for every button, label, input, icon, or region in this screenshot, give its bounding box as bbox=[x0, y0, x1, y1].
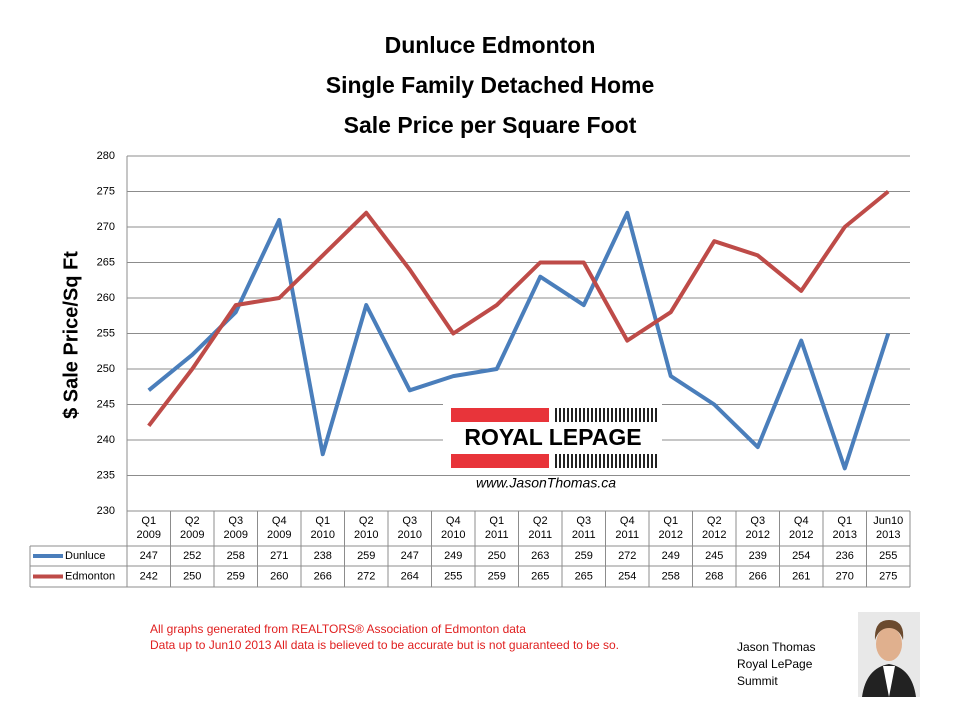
note: Data up to Jun10 2013 All data is believ… bbox=[150, 638, 619, 652]
chart-title: Sale Price per Square Foot bbox=[344, 112, 637, 138]
y-tick-label: 230 bbox=[97, 505, 115, 517]
x-tick-label: Jun10 2013 bbox=[873, 515, 903, 541]
table-cell: 272 bbox=[357, 570, 375, 582]
x-tick-label: Q2 2009 bbox=[180, 515, 204, 541]
y-tick-label: 275 bbox=[97, 185, 115, 197]
table-cell: 266 bbox=[749, 570, 767, 582]
x-tick-label: Q3 2011 bbox=[572, 515, 596, 541]
table-cell: 270 bbox=[836, 570, 854, 582]
table-cell: 239 bbox=[749, 550, 767, 562]
x-tick-label: Q2 2011 bbox=[528, 515, 552, 541]
y-tick-label: 245 bbox=[97, 398, 115, 410]
x-tick-label: Q1 2013 bbox=[833, 515, 857, 541]
table-cell: 252 bbox=[183, 550, 201, 562]
table-cell: 250 bbox=[183, 570, 201, 582]
photo-shirt bbox=[883, 666, 895, 697]
author: Jason Thomas bbox=[737, 640, 816, 654]
table-cell: 249 bbox=[444, 550, 462, 562]
logo-bar bbox=[451, 408, 549, 422]
chart-title: Single Family Detached Home bbox=[326, 72, 654, 98]
logo-bar bbox=[451, 454, 549, 468]
x-tick-label: Q4 2012 bbox=[789, 515, 813, 541]
y-tick-label: 270 bbox=[97, 221, 115, 233]
logo-url: www.JasonThomas.ca bbox=[476, 475, 616, 491]
x-tick-label: Q1 2011 bbox=[485, 515, 509, 541]
y-tick-label: 255 bbox=[97, 327, 115, 339]
table-cell: 242 bbox=[140, 570, 158, 582]
x-tick-label: Q3 2009 bbox=[224, 515, 248, 541]
line bbox=[147, 189, 890, 428]
table-cell: 265 bbox=[575, 570, 593, 582]
author: Summit bbox=[737, 674, 778, 688]
x-tick-label: Q1 2012 bbox=[659, 515, 683, 541]
table-cell: 247 bbox=[401, 550, 419, 562]
y-tick-label: 260 bbox=[97, 292, 115, 304]
table-cell: 268 bbox=[705, 570, 723, 582]
table-cell: 250 bbox=[488, 550, 506, 562]
x-tick-label: Q4 2010 bbox=[441, 515, 465, 541]
x-tick-label: Q2 2012 bbox=[702, 515, 726, 541]
x-tick-label: Q3 2010 bbox=[398, 515, 422, 541]
table-cell: 258 bbox=[662, 570, 680, 582]
photo bbox=[858, 612, 920, 697]
x-tick-label: Q2 2010 bbox=[354, 515, 378, 541]
table-cell: 260 bbox=[270, 570, 288, 582]
table-cell: 275 bbox=[879, 570, 897, 582]
table-cell: 264 bbox=[401, 570, 419, 582]
table-cell: 261 bbox=[792, 570, 810, 582]
table-cell: 271 bbox=[270, 550, 288, 562]
table-cell: 259 bbox=[357, 550, 375, 562]
note: All graphs generated from REALTORS® Asso… bbox=[150, 622, 526, 636]
table-cell: 265 bbox=[531, 570, 549, 582]
author: Royal LePage bbox=[737, 657, 813, 671]
table-cell: 245 bbox=[705, 550, 723, 562]
legend-label: Dunluce bbox=[65, 550, 105, 562]
y-tick-label: 280 bbox=[97, 150, 115, 162]
table-cell: 238 bbox=[314, 550, 332, 562]
table-cell: 249 bbox=[662, 550, 680, 562]
table-cell: 255 bbox=[444, 570, 462, 582]
logo-stripes bbox=[555, 408, 657, 468]
x-tick-label: Q1 2009 bbox=[137, 515, 161, 541]
logo-brand: ROYAL LEPAGE bbox=[464, 424, 641, 450]
x-tick-label: Q4 2009 bbox=[267, 515, 291, 541]
table-cell: 254 bbox=[618, 570, 636, 582]
photo-hair bbox=[874, 620, 904, 640]
x-tick-label: Q1 2010 bbox=[311, 515, 335, 541]
table-cell: 254 bbox=[792, 550, 810, 562]
table-cell: 259 bbox=[575, 550, 593, 562]
logo: ROYAL LEPAGE www.JasonThomas.ca bbox=[443, 404, 662, 491]
legend-label: Edmonton bbox=[65, 570, 115, 582]
y-tick-label: 265 bbox=[97, 256, 115, 268]
table-cell: 236 bbox=[836, 550, 854, 562]
plot-area: 230 235 240 245 250 255 260 265 270 275 280 Q1 2009 Q… bbox=[29, 150, 911, 588]
photo-face bbox=[876, 627, 902, 661]
y-tick-label: 250 bbox=[97, 363, 115, 375]
x-tick-label: Q3 2012 bbox=[746, 515, 770, 541]
table-cell: 259 bbox=[227, 570, 245, 582]
table-cell: 258 bbox=[227, 550, 245, 562]
table-cell: 247 bbox=[140, 550, 158, 562]
chart-title: Dunluce Edmonton bbox=[385, 32, 596, 58]
table-cell: 259 bbox=[488, 570, 506, 582]
table-cell: 255 bbox=[879, 550, 897, 562]
y-tick-label: 240 bbox=[97, 434, 115, 446]
table-cell: 266 bbox=[314, 570, 332, 582]
line bbox=[147, 210, 891, 471]
table-cell: 263 bbox=[531, 550, 549, 562]
x-tick-label: Q4 2011 bbox=[615, 515, 639, 541]
y-axis-label: $ Sale Price/Sq Ft bbox=[60, 251, 82, 419]
table-cell: 272 bbox=[618, 550, 636, 562]
y-tick-label: 235 bbox=[97, 469, 115, 481]
